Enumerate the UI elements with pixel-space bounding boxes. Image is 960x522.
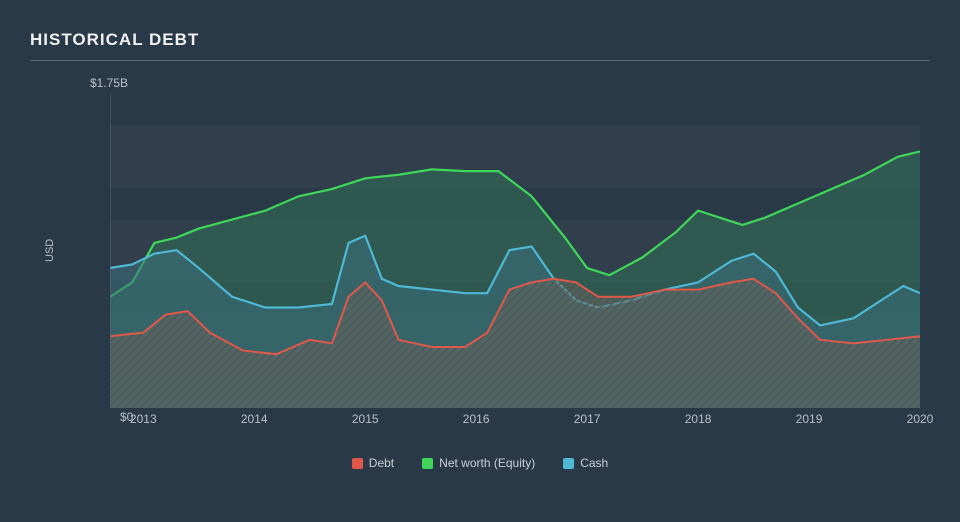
y-axis-label: USD [44, 239, 56, 262]
legend-item-cash[interactable]: Cash [563, 456, 608, 470]
legend-item-net_worth[interactable]: Net worth (Equity) [422, 456, 535, 470]
x-tick-2014: 2014 [241, 412, 268, 426]
legend-swatch-net_worth [422, 458, 433, 469]
x-tick-2019: 2019 [796, 412, 823, 426]
legend-label-debt: Debt [369, 456, 394, 470]
legend-swatch-cash [563, 458, 574, 469]
legend-swatch-debt [352, 458, 363, 469]
legend-label-cash: Cash [580, 456, 608, 470]
legend: Debt Net worth (Equity) Cash [30, 456, 930, 470]
x-tick-2020: 2020 [907, 412, 934, 426]
x-tick-2015: 2015 [352, 412, 379, 426]
chart-area: $1.75B USD $0 20132014201520162017201820… [30, 76, 930, 476]
legend-item-debt[interactable]: Debt [352, 456, 394, 470]
plot-svg [110, 94, 920, 408]
x-tick-2013: 2013 [130, 412, 157, 426]
x-tick-2017: 2017 [574, 412, 601, 426]
y-max-label: $1.75B [90, 76, 128, 90]
x-tick-2016: 2016 [463, 412, 490, 426]
chart-title: HISTORICAL DEBT [30, 30, 930, 61]
plot-region [110, 94, 920, 408]
x-axis-ticks: 20132014201520162017201820192020 [110, 412, 920, 428]
chart-container: HISTORICAL DEBT $1.75B USD $0 2013201420… [0, 0, 960, 522]
legend-label-net_worth: Net worth (Equity) [439, 456, 535, 470]
x-tick-2018: 2018 [685, 412, 712, 426]
